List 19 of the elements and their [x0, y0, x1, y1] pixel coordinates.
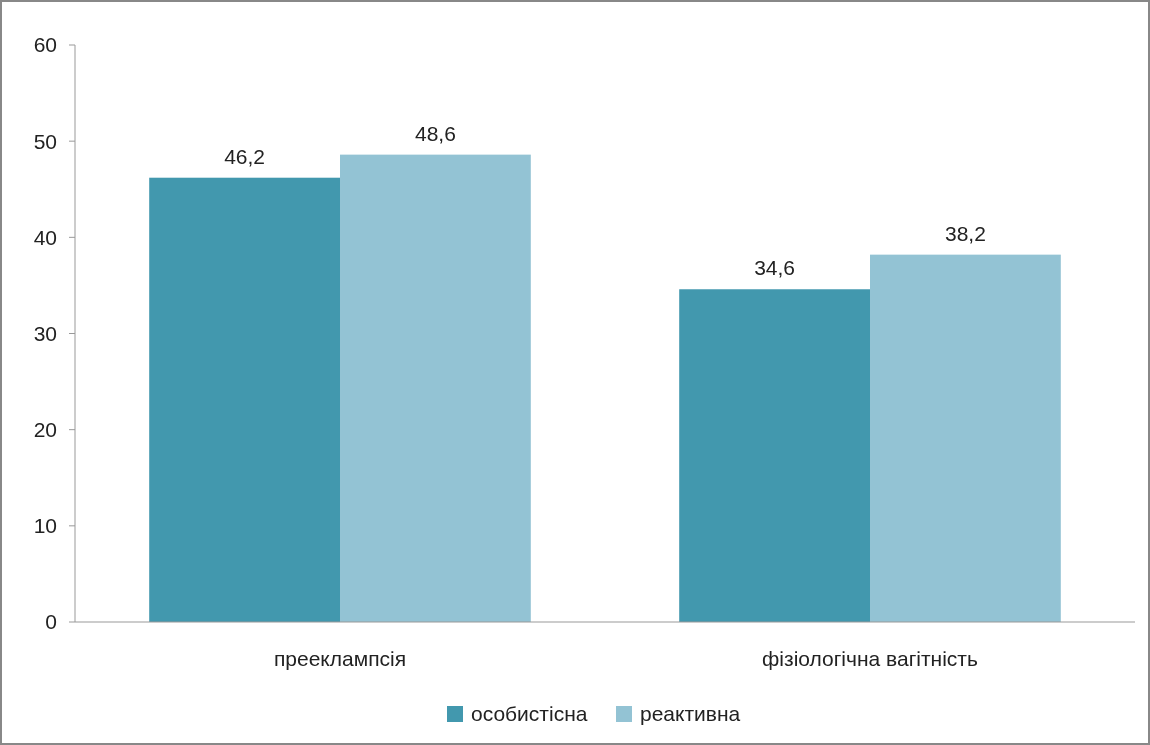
bar [679, 289, 870, 622]
legend-label: особистісна [471, 702, 588, 726]
legend-label: реактивна [640, 702, 741, 726]
data-label: 46,2 [224, 144, 266, 168]
data-label: 34,6 [754, 256, 796, 280]
y-tick-label: 60 [33, 33, 57, 57]
data-label: 38,2 [944, 221, 986, 245]
bar [340, 154, 531, 622]
y-tick-label: 30 [33, 321, 57, 345]
y-tick-label: 10 [33, 514, 57, 538]
bar [149, 177, 340, 622]
bar [870, 254, 1061, 622]
data-label: 48,6 [414, 121, 456, 145]
y-tick-label: 0 [45, 610, 57, 634]
y-tick-label: 50 [33, 129, 57, 153]
y-tick-label: 40 [33, 225, 57, 249]
x-tick-label: прееклампсія [273, 647, 407, 670]
y-tick-label: 20 [33, 418, 57, 442]
x-tick-label: фізіологічна вагітність [762, 647, 978, 670]
